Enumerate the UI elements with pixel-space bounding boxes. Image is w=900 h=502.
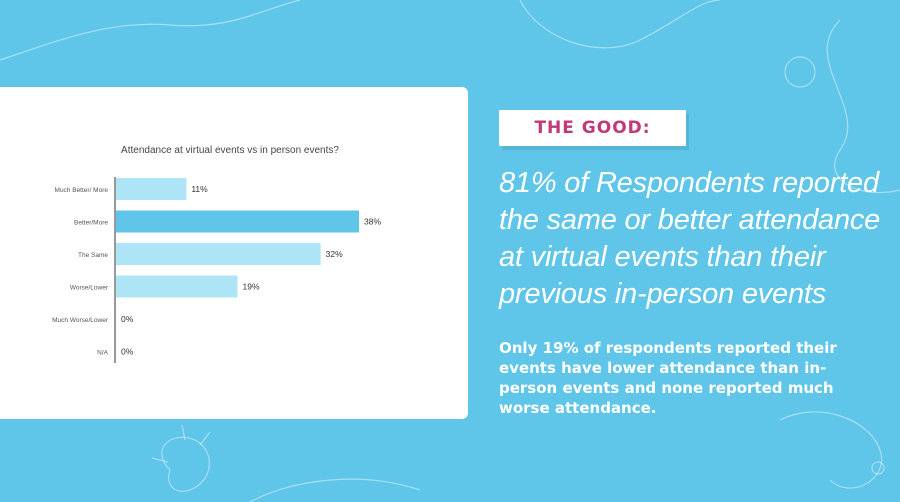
bar <box>116 210 359 233</box>
value-label: 0% <box>121 347 134 357</box>
value-label: 38% <box>364 217 381 227</box>
chart-card: Attendance at virtual events vs in perso… <box>0 87 468 419</box>
value-label: 11% <box>191 184 208 194</box>
bars-group: Much Better/ More 11% Better/More 38% The Sa… <box>52 178 381 357</box>
category-label: N/A <box>97 350 109 357</box>
category-label: The Same <box>78 252 108 259</box>
headline: 81% of Respondents reported the same or … <box>499 167 881 310</box>
bar <box>116 243 321 265</box>
category-label: Better/More <box>74 220 108 227</box>
chart-title: Attendance at virtual events vs in perso… <box>121 145 339 156</box>
category-label: Much Better/ More <box>55 187 109 194</box>
category-label: Much Worse/Lower <box>52 317 109 324</box>
badge-label: THE GOOD: <box>534 118 651 138</box>
value-label: 0% <box>121 314 134 324</box>
bar <box>116 275 238 298</box>
value-label: 19% <box>243 282 260 292</box>
body-text: Only 19% of respondents reported their e… <box>499 339 837 417</box>
category-label: Worse/Lower <box>70 285 109 292</box>
value-label: 32% <box>326 249 343 259</box>
bar <box>116 178 187 200</box>
the-good-badge: THE GOOD: <box>499 110 686 146</box>
bar-chart: Attendance at virtual events vs in perso… <box>52 145 381 363</box>
